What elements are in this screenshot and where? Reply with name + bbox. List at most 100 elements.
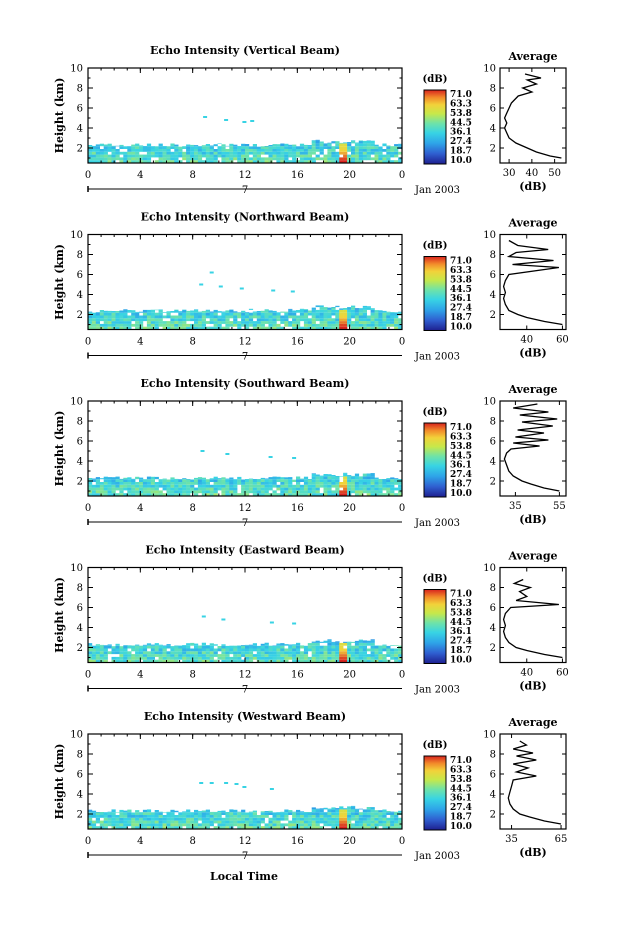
- echo-cell: [272, 493, 277, 496]
- echo-cell: [209, 487, 214, 491]
- echo-cell: [217, 149, 222, 152]
- echo-cell: [292, 318, 297, 322]
- echo-cell: [99, 487, 104, 491]
- echo-cell: [170, 646, 175, 649]
- echo-cell: [378, 318, 383, 322]
- echo-cell: [91, 151, 97, 155]
- echo-cell: [205, 648, 210, 652]
- echo-cell: [225, 321, 230, 324]
- echo-cell: [146, 490, 152, 494]
- echo-cell: [307, 310, 312, 313]
- colorbar-tick-label: 10.0: [450, 323, 472, 333]
- echo-cell: [382, 318, 387, 322]
- echo-cell: [91, 648, 97, 652]
- echo-cell: [319, 482, 324, 485]
- echo-cell: [366, 473, 371, 474]
- x-tick-label: 0: [85, 170, 91, 181]
- echo-cell: [358, 651, 363, 655]
- echo-cell: [99, 826, 104, 829]
- echo-cell: [382, 487, 387, 491]
- echo-cell: [170, 160, 175, 163]
- echo-cell: [378, 326, 383, 330]
- y-tick-label: 6: [77, 770, 83, 781]
- echo-cell: [111, 151, 116, 155]
- echo-cell: [166, 323, 171, 327]
- echo-cell: [335, 476, 340, 477]
- echo-cell: [170, 146, 175, 149]
- echo-cell: [225, 145, 230, 147]
- echo-cell: [245, 812, 250, 815]
- echo-cell: [339, 323, 344, 327]
- echo-cell: [245, 651, 250, 655]
- echo-cell: [146, 476, 152, 480]
- echo-cell: [296, 151, 301, 155]
- echo-cell: [213, 826, 218, 829]
- echo-cell: [339, 645, 344, 649]
- echo-cell: [131, 812, 136, 815]
- echo-cell: [256, 493, 261, 496]
- echo-point: [200, 450, 205, 452]
- echo-cell: [382, 157, 387, 161]
- echo-cell: [351, 654, 356, 657]
- echo-cell: [280, 157, 285, 161]
- echo-cell: [386, 645, 391, 649]
- echo-cell: [127, 315, 132, 319]
- echo-cell: [366, 487, 371, 491]
- echo-cell: [398, 810, 403, 813]
- echo-cell: [264, 478, 269, 480]
- echo-cell: [190, 144, 195, 147]
- echo-cell: [284, 484, 289, 488]
- echo-cell: [343, 160, 348, 163]
- echo-cell: [182, 151, 187, 155]
- echo-cell: [398, 820, 403, 824]
- colorbar-tick-label: 18.7: [450, 147, 472, 157]
- echo-cell: [95, 479, 100, 482]
- echo-cell: [303, 812, 309, 813]
- echo-cell: [166, 490, 171, 494]
- echo-cell: [209, 145, 214, 147]
- echo-cell: [107, 644, 112, 646]
- echo-cell: [354, 640, 360, 643]
- echo-cell: [95, 659, 100, 663]
- echo-cell: [358, 493, 363, 496]
- echo-cell: [252, 160, 257, 163]
- echo-cell: [186, 659, 191, 663]
- echo-cell: [88, 157, 93, 161]
- echo-cell: [327, 493, 332, 496]
- echo-cell: [205, 484, 210, 488]
- echo-cell: [252, 643, 257, 646]
- echo-cell: [315, 809, 320, 813]
- echo-cell: [139, 482, 144, 485]
- echo-point: [271, 289, 276, 292]
- echo-cell: [115, 484, 120, 488]
- echo-cell: [166, 482, 171, 485]
- echo-cell: [131, 487, 136, 491]
- echo-cell: [119, 493, 124, 496]
- echo-cell: [351, 645, 356, 649]
- echo-cell: [343, 476, 348, 480]
- echo-cell: [303, 312, 309, 316]
- echo-cell: [362, 309, 367, 313]
- echo-cell: [398, 479, 403, 480]
- echo-cell: [260, 817, 265, 821]
- echo-cell: [91, 154, 97, 158]
- echo-cell: [178, 160, 183, 163]
- echo-cell: [221, 318, 226, 322]
- echo-cell: [186, 151, 191, 155]
- y-tick-label: 8: [77, 583, 83, 594]
- echo-cell: [150, 648, 155, 652]
- echo-cell: [197, 815, 203, 818]
- echo-cell: [241, 645, 246, 646]
- echo-cell: [123, 479, 128, 482]
- echo-cell: [264, 318, 269, 322]
- echo-cell: [170, 648, 175, 652]
- echo-cell: [217, 810, 222, 813]
- echo-cell: [194, 160, 199, 163]
- echo-cell: [115, 487, 120, 491]
- echo-cell: [111, 826, 116, 829]
- echo-cell: [166, 149, 171, 152]
- echo-cell: [166, 823, 171, 827]
- echo-cell: [354, 808, 360, 810]
- echo-cell: [182, 493, 187, 496]
- echo-cell: [252, 815, 257, 818]
